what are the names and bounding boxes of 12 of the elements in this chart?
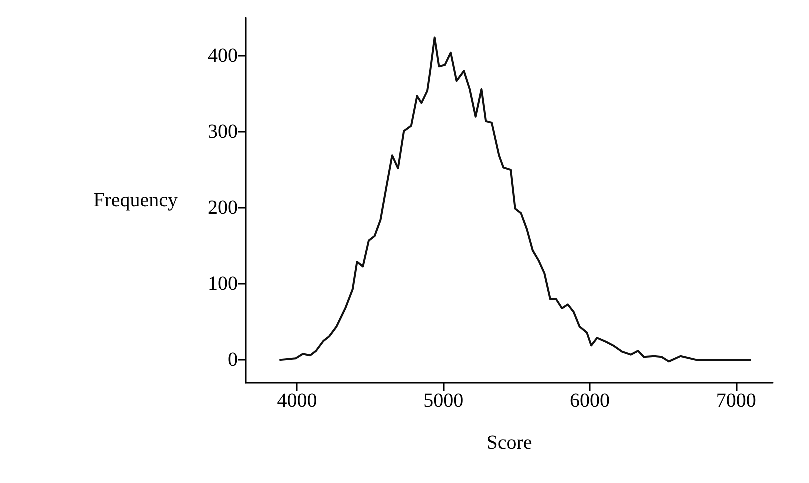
x-tick-label: 7000 bbox=[716, 390, 756, 412]
y-tick-label: 100 bbox=[208, 273, 238, 296]
y-tick-label: 0 bbox=[228, 349, 238, 372]
y-tick-label: 200 bbox=[208, 197, 238, 220]
y-tick-label: 400 bbox=[208, 45, 238, 68]
line-series bbox=[278, 36, 752, 363]
x-tick-label: 6000 bbox=[570, 390, 610, 412]
x-tick-label: 5000 bbox=[424, 390, 464, 412]
x-axis-title: Score bbox=[486, 432, 532, 454]
x-tick-label: 4000 bbox=[277, 390, 318, 412]
y-axis-title: Frequency bbox=[94, 190, 178, 212]
y-tick-label: 300 bbox=[208, 121, 238, 144]
